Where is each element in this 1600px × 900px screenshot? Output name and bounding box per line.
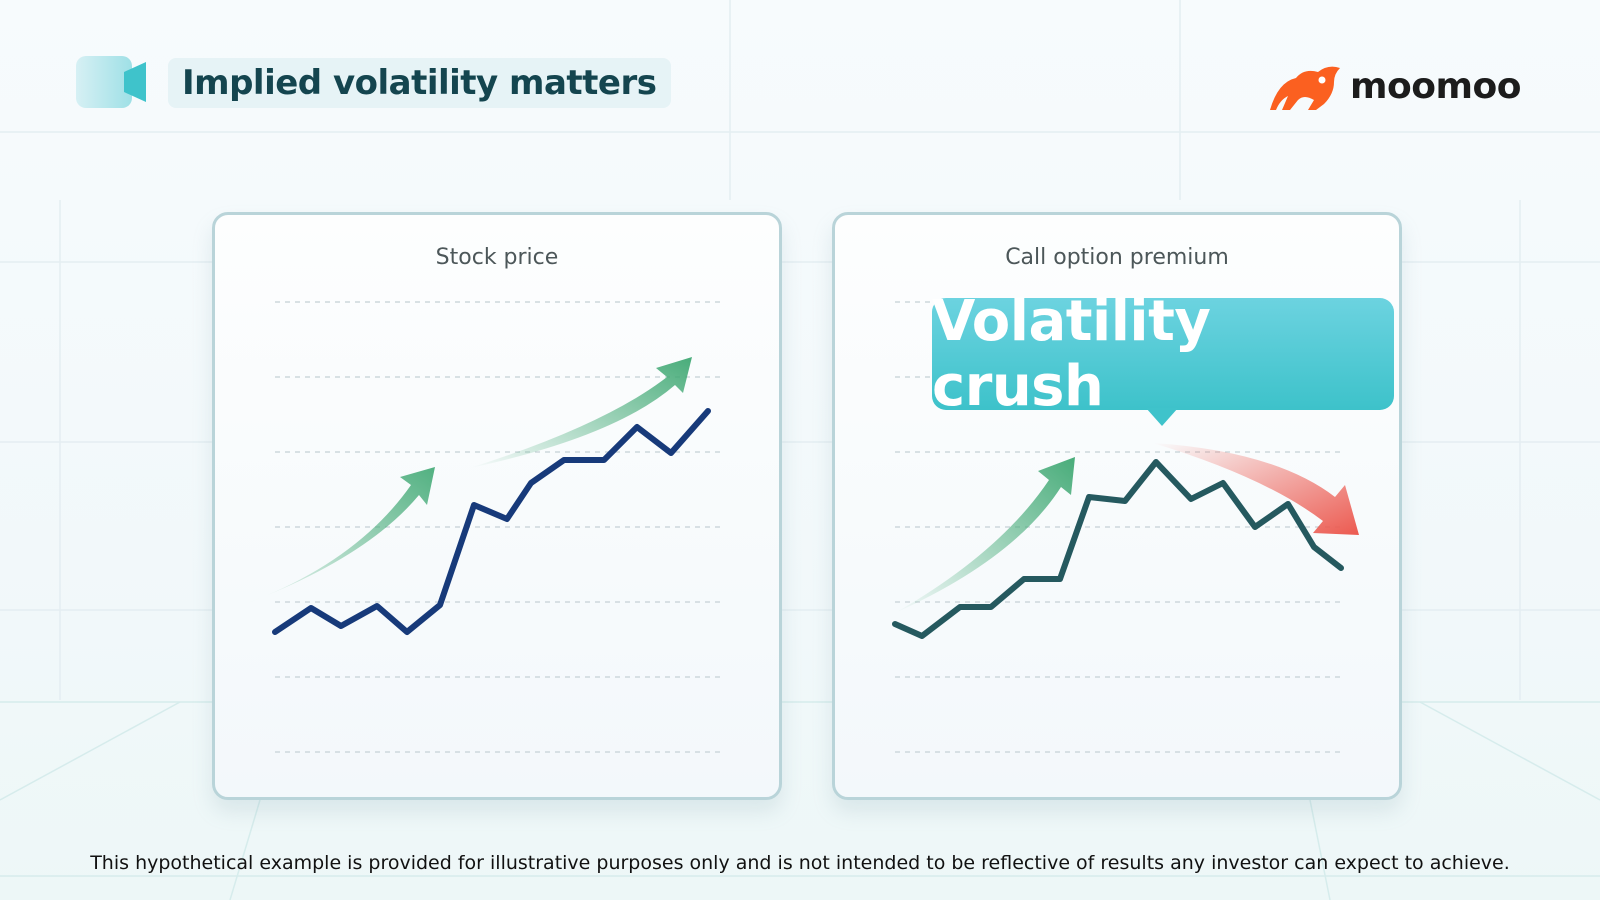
callout-text: Volatility crush [932,289,1211,419]
video-tag-icon [76,54,152,110]
stock-price-chart [237,301,725,753]
stock-price-title: Stock price [435,245,559,270]
callout-box: Volatility crush [932,289,1394,419]
red-down-arrow-icon [1153,443,1359,535]
green-up-arrow-icon [470,357,692,468]
brand-logo: moomoo [1268,60,1521,112]
title-pill: Implied volatility matters [168,58,671,108]
volatility-crush-callout: Volatility crush [932,289,1394,436]
moomoo-bull-icon [1270,66,1340,110]
disclaimer: This hypothetical example is provided fo… [90,852,1510,874]
call-option-title: Call option premium [1005,245,1229,270]
green-up-arrow-icon [895,457,1075,613]
green-up-arrow-icon [237,467,435,607]
page-title: Implied volatility matters [182,63,657,103]
stock-price-line [272,408,711,635]
brand-name: moomoo [1350,65,1521,107]
call-option-line [892,459,1344,639]
stock-price-card: Stock price [212,212,782,800]
callout-pointer [1146,408,1178,426]
